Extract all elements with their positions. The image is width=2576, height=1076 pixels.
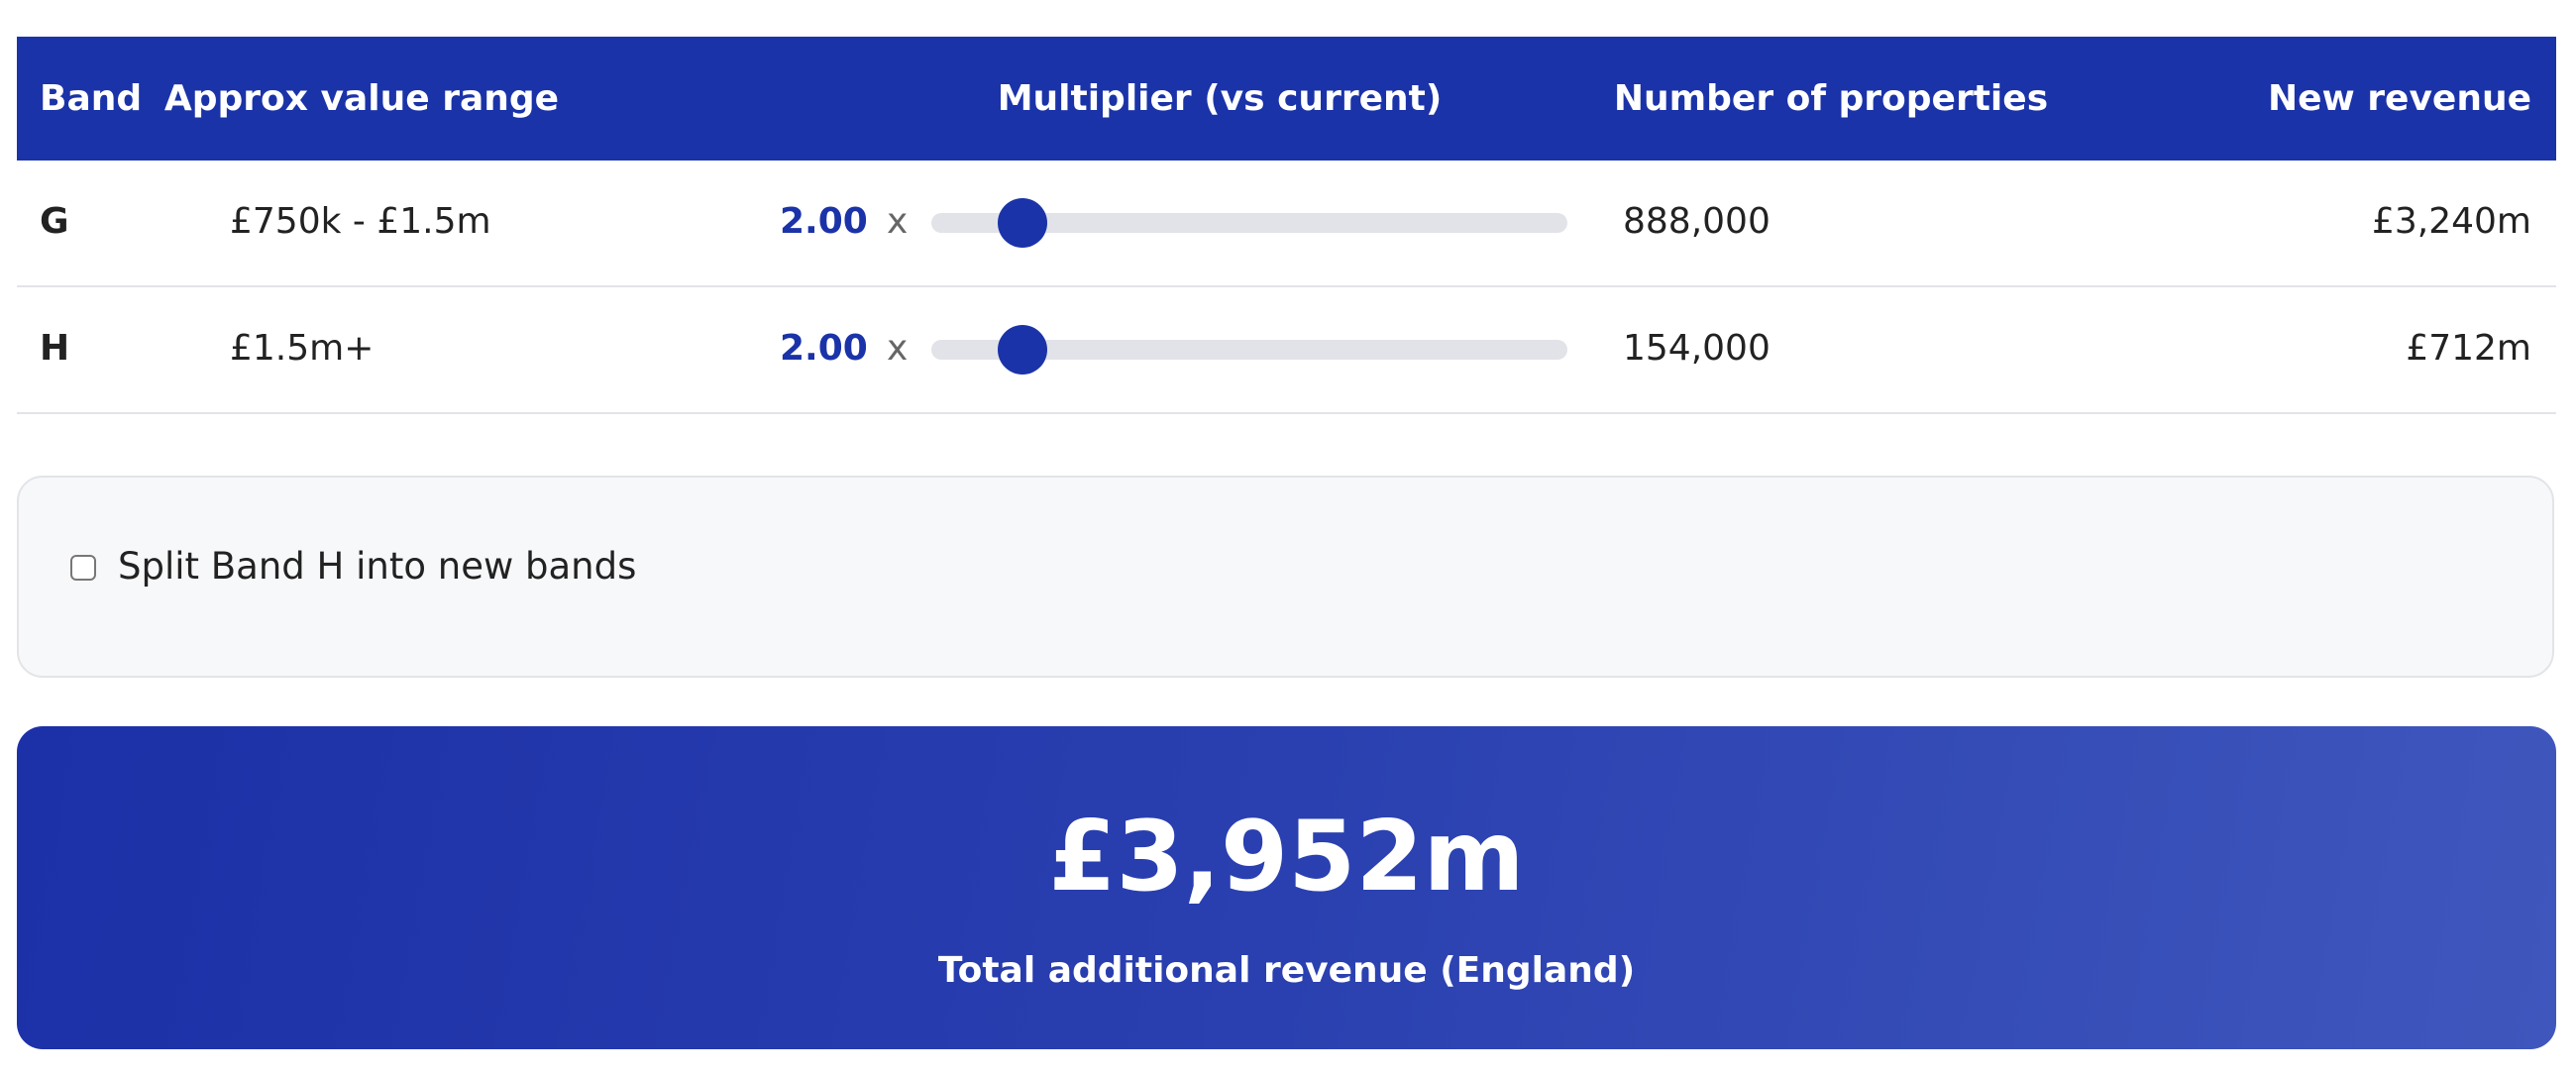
property-count: 888,000: [1623, 201, 1771, 242]
header-multiplier: Multiplier (vs current): [997, 78, 1443, 119]
header-revenue: New revenue: [2267, 78, 2531, 119]
property-count: 154,000: [1623, 328, 1771, 369]
band-label: G: [40, 201, 69, 242]
table-row-g: G £750k - £1.5m 2.00 x 888,000 £3,240m: [17, 161, 2556, 287]
header-band: Band: [40, 78, 143, 119]
value-range: £750k - £1.5m: [230, 201, 491, 242]
multiplier-value: 2.00: [780, 201, 868, 242]
table-row-h: H £1.5m+ 2.00 x 154,000 £712m: [17, 287, 2556, 414]
band-table: Band Approx value range Multiplier (vs c…: [17, 37, 2556, 414]
total-revenue-label: Total additional revenue (England): [937, 950, 1636, 991]
slider-thumb[interactable]: [997, 325, 1047, 375]
slider-thumb[interactable]: [997, 198, 1047, 248]
split-band-panel: Split Band H into new bands: [17, 476, 2554, 678]
header-range: Approx value range: [163, 78, 560, 119]
split-band-checkbox[interactable]: [70, 555, 96, 581]
multiplier-slider[interactable]: [931, 198, 1567, 248]
multiplier-slider[interactable]: [931, 325, 1567, 375]
value-range: £1.5m+: [230, 328, 375, 369]
multiplier-x: x: [887, 201, 909, 242]
multiplier-x: x: [887, 328, 909, 369]
multiplier-value: 2.00: [780, 328, 868, 369]
new-revenue: £712m: [2406, 328, 2531, 369]
table-header: Band Approx value range Multiplier (vs c…: [17, 37, 2556, 161]
total-revenue-card: £3,952m Total additional revenue (Englan…: [17, 726, 2556, 1049]
new-revenue: £3,240m: [2371, 201, 2531, 242]
split-band-label[interactable]: Split Band H into new bands: [118, 545, 637, 588]
header-properties: Number of properties: [1613, 78, 2049, 119]
band-label: H: [40, 328, 70, 369]
total-revenue-value: £3,952m: [1048, 801, 1525, 914]
